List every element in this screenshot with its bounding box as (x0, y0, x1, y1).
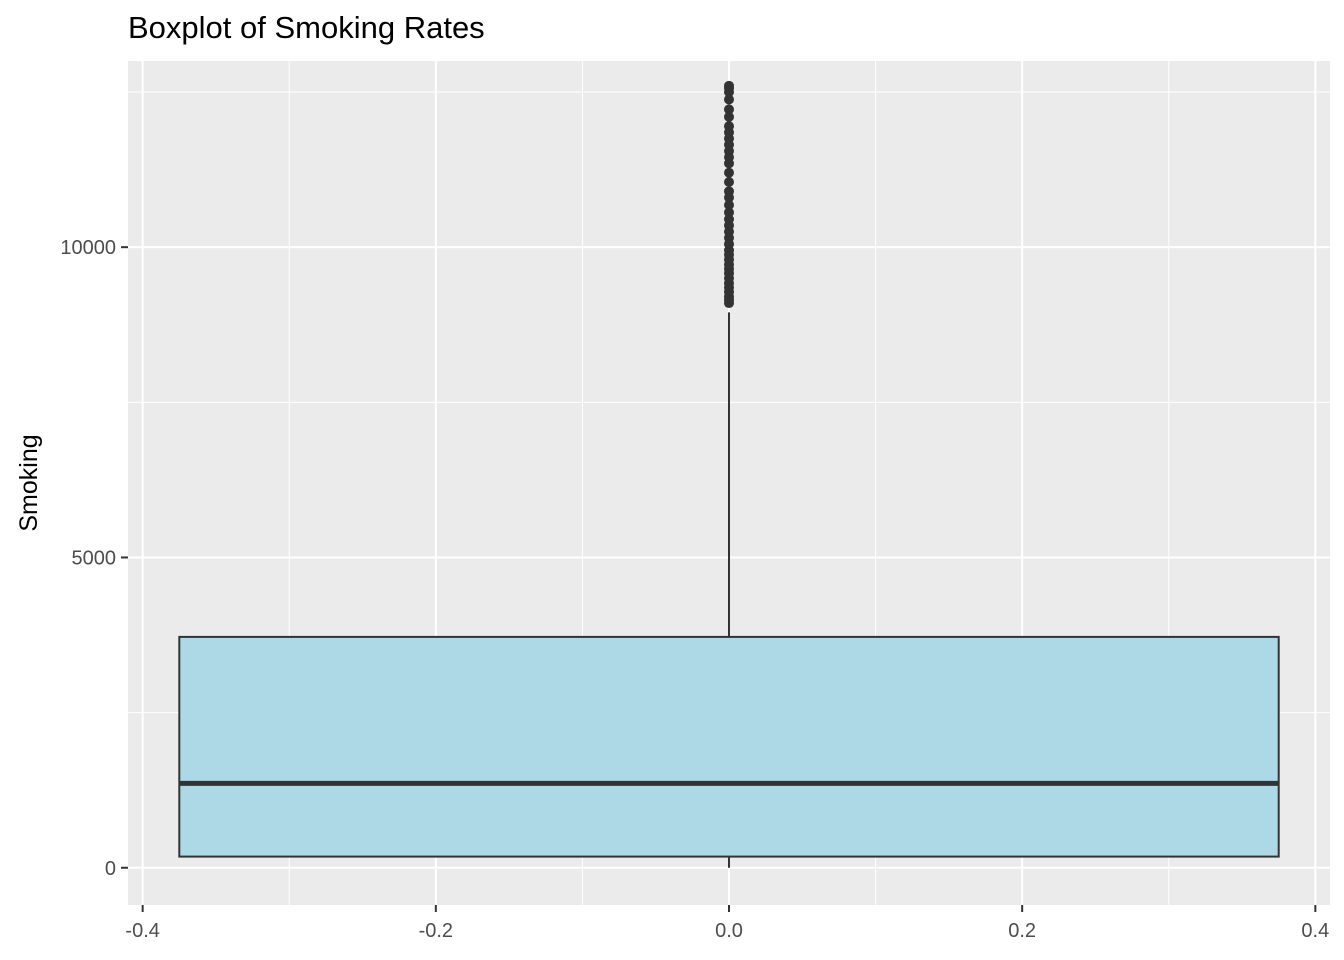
outlier-point (724, 80, 734, 91)
outlier-point (724, 121, 734, 132)
y-tick-label: 0 (105, 858, 116, 880)
iqr-box (178, 635, 1280, 858)
x-tick-label: 0.0 (715, 920, 743, 942)
y-tick-label: 10000 (60, 237, 116, 259)
outlier-point (724, 207, 734, 218)
x-tick-label: 0.4 (1301, 920, 1329, 942)
outlier-point (724, 94, 734, 105)
x-tick-label: -0.4 (125, 920, 159, 942)
x-tick-label: -0.2 (419, 920, 453, 942)
outlier-point (724, 167, 734, 178)
outlier-point (724, 186, 734, 197)
outlier-point (724, 199, 734, 210)
outlier-point (724, 111, 734, 122)
outlier-point (724, 177, 734, 188)
box-group (178, 312, 1280, 868)
axes: -0.4 -0.2 0.0 0.2 0.4 0 5000 10000 Smoking (15, 237, 1329, 942)
outlier-point (724, 104, 734, 115)
y-tick-label: 5000 (72, 547, 117, 569)
outlier-points (724, 80, 734, 309)
chart-title: Boxplot of Smoking Rates (128, 10, 485, 45)
x-tick-label: 0.2 (1008, 920, 1036, 942)
y-axis-title: Smoking (15, 434, 43, 531)
